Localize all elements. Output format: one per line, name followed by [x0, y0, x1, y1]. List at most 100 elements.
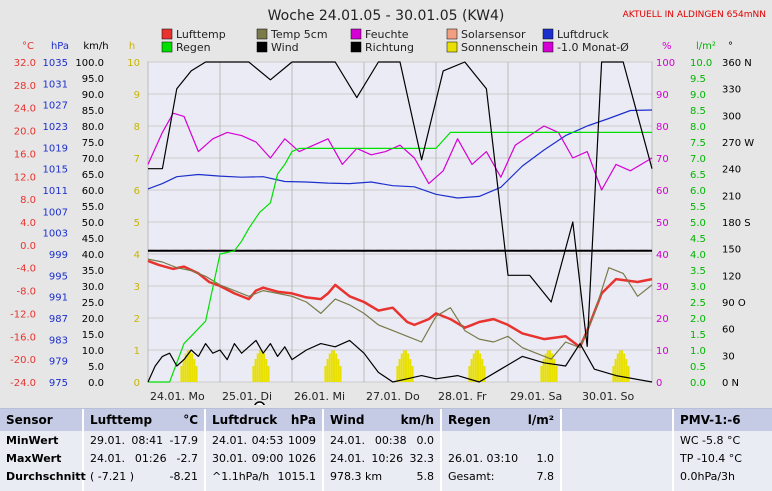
sunshine-bar — [474, 350, 477, 382]
axis-tick-right-1: 9.5 — [690, 74, 706, 85]
wind-min-date: 24.01. — [330, 433, 365, 447]
axis-tick-right-1: 5.5 — [690, 202, 706, 213]
sunshine-bar — [483, 366, 486, 382]
legend-label--1-0-monat-: -1.0 Monat-Ø — [557, 41, 629, 54]
axis-tick-right-1: 7.5 — [690, 138, 706, 149]
axis-tick-left-3: 7 — [134, 154, 140, 165]
lufttemp-min-value: -17.9 — [169, 433, 198, 447]
legend-swatch-wind — [256, 41, 268, 53]
legend-swatch-luftdruck — [542, 28, 554, 40]
weather-chart: Woche 24.01.05 - 30.01.05 (KW4) AKTUELL I… — [10, 8, 766, 413]
sunshine-bar — [335, 353, 338, 382]
axis-tick-right-2: 90 O — [722, 298, 746, 309]
sunshine-bar — [182, 359, 185, 382]
stats-col-pmv: PMV-1:-6 WC -5.8 °C TP -10.4 °C 0.0hPa/3… — [674, 409, 772, 491]
axis-tick-left-0: 8.0 — [20, 195, 36, 206]
axis-tick-right-2: 300 — [722, 111, 741, 122]
series-temp-5cm — [147, 258, 653, 360]
lufttemp-min-date: 29.01. — [90, 433, 125, 447]
stats-col-spacer — [562, 409, 674, 491]
sunshine-bar — [193, 359, 196, 382]
axis-tick-left-1: 979 — [49, 357, 68, 368]
chart-title: Woche 24.01.05 - 30.01.05 (KW4) — [268, 8, 505, 24]
sunshine-bar — [551, 353, 554, 382]
axis-tick-left-0: 0.0 — [20, 241, 36, 252]
sunshine-bar — [555, 366, 558, 382]
axis-tick-right-1: 3.5 — [690, 266, 706, 277]
axis-tick-right-1: 6.0 — [690, 186, 706, 197]
axis-unit-right-1: l/m² — [696, 41, 716, 52]
legend-label-temp-5cm: Temp 5cm — [270, 28, 328, 41]
lufttemp-max-time: 01:26 — [134, 451, 167, 465]
luftdruck-max-date: 30.01. — [212, 451, 247, 465]
luftdruck-min-time: 04:53 — [251, 433, 284, 447]
axis-tick-left-2: 15.0 — [82, 330, 104, 341]
axis-tick-right-0: 90 — [656, 90, 669, 101]
pmv-windchill: WC -5.8 °C — [680, 433, 741, 447]
stats-unit-luftdruck: hPa — [290, 413, 316, 427]
axis-tick-left-0: 28.0 — [14, 81, 36, 92]
station-notice: AKTUELL IN ALDINGEN 654mNN — [623, 10, 766, 20]
axis-tick-left-0: 16.0 — [14, 149, 36, 160]
stats-header-pmv: PMV-1:-6 — [680, 413, 741, 427]
axis-tick-left-0: 4.0 — [20, 218, 36, 229]
sunshine-bar — [333, 350, 336, 382]
sunshine-bar — [544, 353, 547, 382]
axis-tick-left-2: 5.0 — [88, 362, 104, 373]
stats-label-min: MinWert — [6, 433, 59, 447]
axis-tick-left-2: 10.0 — [82, 346, 104, 357]
axis-tick-left-3: 4 — [134, 250, 140, 261]
axis-tick-left-1: 1035 — [43, 58, 68, 69]
axis-tick-right-2: 270 W — [722, 138, 754, 149]
sunshine-bar — [252, 366, 255, 382]
sunshine-bar — [191, 353, 194, 382]
lufttemp-max-date: 24.01. — [90, 451, 125, 465]
stats-header-lufttemp: Lufttemp — [90, 413, 153, 427]
legend-swatch-sonnenschein — [446, 41, 458, 53]
statistics-panel: Sensor MinWert MaxWert Durchschnitt Luft… — [0, 408, 772, 491]
axis-tick-right-2: 0 N — [722, 378, 739, 389]
lufttemp-avg-note: ( -7.21 ) — [90, 469, 135, 483]
sunshine-bar — [481, 359, 484, 382]
lufttemp-max-value: -2.7 — [176, 451, 198, 465]
axis-tick-left-2: 95.0 — [82, 74, 104, 85]
stats-col-lufttemp: Lufttemp °C 29.01. 08:41 -17.9 24.01. 01:26-… — [84, 409, 206, 491]
axis-tick-left-1: 1007 — [43, 207, 68, 218]
legend-swatch-solarsensor — [446, 28, 458, 40]
axis-tick-left-1: 995 — [49, 271, 68, 282]
stats-header-wind: Wind — [330, 413, 365, 427]
axis-tick-right-1: 5.0 — [690, 218, 706, 229]
axis-tick-left-2: 55.0 — [82, 202, 104, 213]
legend-swatch-lufttemp — [161, 28, 173, 40]
axis-unit-left-1: hPa — [51, 41, 69, 52]
wind-max-value: 32.3 — [409, 451, 434, 465]
axis-tick-right-2: 120 — [722, 271, 741, 282]
stats-label-avg: Durchschnitt — [6, 469, 86, 483]
axis-tick-right-2: 240 — [722, 165, 741, 176]
axis-tick-left-1: 1027 — [43, 101, 68, 112]
axis-tick-left-1: 1019 — [43, 143, 68, 154]
axis-tick-right-1: 1.5 — [690, 330, 706, 341]
legend-label-richtung: Richtung — [365, 41, 414, 54]
x-label: 30.01. So — [582, 390, 634, 403]
axis-tick-right-1: 10.0 — [690, 58, 712, 69]
wind-avg-value: 5.8 — [416, 469, 435, 483]
sunshine-bar — [398, 359, 401, 382]
axis-tick-left-2: 30.0 — [82, 282, 104, 293]
axis-tick-right-1: 1.0 — [690, 346, 706, 357]
sunshine-bar — [542, 359, 545, 382]
sunshine-bar — [409, 359, 412, 382]
axis-tick-right-2: 180 S — [722, 218, 751, 229]
axis-tick-left-2: 20.0 — [82, 314, 104, 325]
axis-tick-right-0: 0 — [656, 378, 662, 389]
series-wind — [147, 339, 653, 383]
regen-max-date: 26.01. 03:10 — [448, 451, 519, 465]
sunshine-bar — [546, 350, 549, 382]
sunshine-bar — [407, 353, 410, 382]
axis-tick-right-0: 40 — [656, 250, 669, 261]
wind-min-value: 0.0 — [416, 433, 434, 447]
wind-min-time: 00:38 — [374, 433, 407, 447]
axis-tick-left-1: 999 — [49, 250, 68, 261]
sunshine-bar — [621, 350, 624, 382]
luftdruck-max-time: 09:00 — [251, 451, 284, 465]
